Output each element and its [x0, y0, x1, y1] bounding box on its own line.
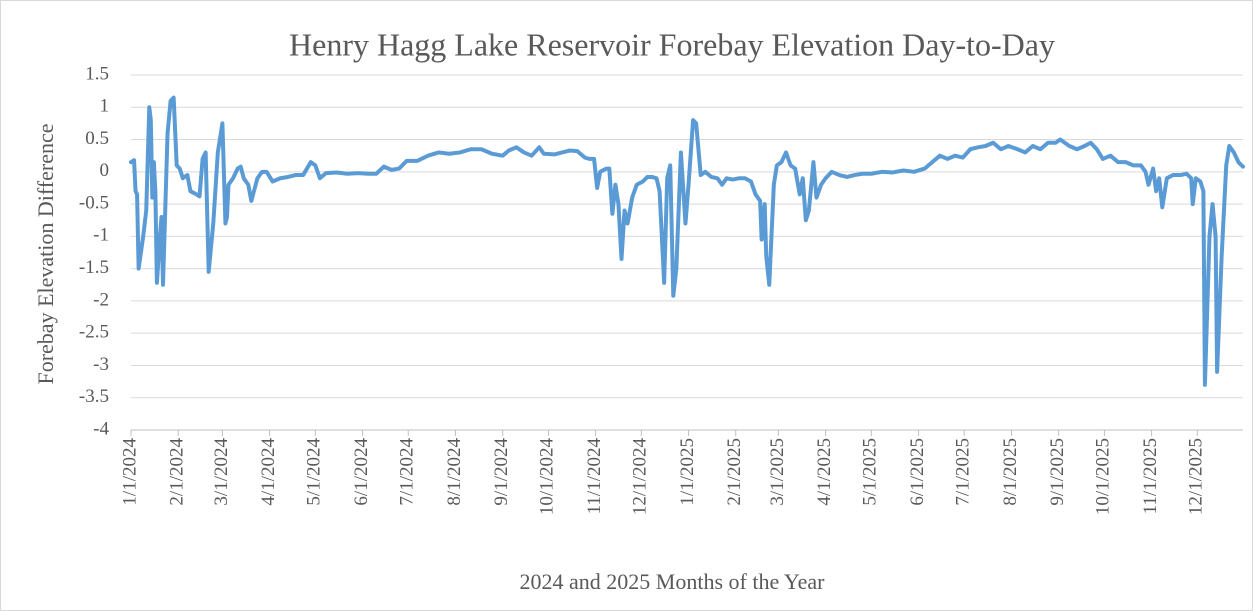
y-tick-label: -3.5: [79, 386, 109, 407]
y-tick-label: -0.5: [79, 192, 109, 213]
x-tick-label: 5/1/2024: [304, 438, 325, 506]
x-tick-label: 11/1/2024: [584, 438, 605, 515]
x-tick-label: 10/1/2025: [1093, 438, 1114, 515]
x-tick-label: 3/1/2025: [767, 438, 788, 506]
data-line: [129, 95, 1245, 387]
x-tick-label: 9/1/2024: [491, 438, 512, 506]
x-tick-label: 2/1/2024: [167, 438, 188, 506]
x-tick-label: 5/1/2025: [860, 438, 881, 506]
x-tick-label: 8/1/2024: [444, 438, 465, 506]
y-tick-label: 1: [100, 96, 110, 117]
x-tick-label: 2/1/2025: [724, 438, 745, 506]
y-tick-label: -3: [93, 354, 109, 375]
y-tick-label: 1.5: [85, 63, 109, 84]
x-axis-label: 2024 and 2025 Months of the Year: [520, 569, 826, 594]
x-tick-label: 8/1/2025: [1000, 438, 1021, 506]
x-tick-label: 9/1/2025: [1047, 438, 1068, 506]
x-tick-label: 10/1/2024: [537, 438, 558, 516]
x-tick-label: 12/1/2024: [630, 438, 651, 516]
y-tick-label: 0.5: [85, 128, 109, 149]
x-tick-label: 1/1/2024: [119, 438, 140, 506]
x-tick-label: 7/1/2024: [397, 438, 418, 506]
y-tick-label: 0: [100, 160, 110, 181]
y-tick-label: -4: [93, 418, 109, 439]
x-tick-label: 11/1/2025: [1140, 438, 1161, 514]
chart-title: Henry Hagg Lake Reservoir Forebay Elevat…: [289, 26, 1055, 62]
x-tick-label: 7/1/2025: [953, 438, 974, 506]
y-axis-label: Forebay Elevation Difference: [33, 123, 58, 384]
y-tick-label: -1: [93, 225, 109, 246]
x-tick-label: 12/1/2025: [1186, 438, 1207, 515]
y-tick-label: -2.5: [79, 322, 109, 343]
x-tick-label: 6/1/2024: [351, 438, 372, 506]
x-tick-label: 3/1/2024: [211, 438, 232, 506]
x-tick-label: 1/1/2025: [677, 438, 698, 506]
x-tick-label: 6/1/2025: [907, 438, 928, 506]
y-tick-label: -1.5: [79, 257, 109, 278]
x-tick-label: 4/1/2024: [258, 438, 279, 506]
y-tick-label: -2: [93, 289, 109, 310]
x-tick-label: 4/1/2025: [814, 438, 835, 506]
